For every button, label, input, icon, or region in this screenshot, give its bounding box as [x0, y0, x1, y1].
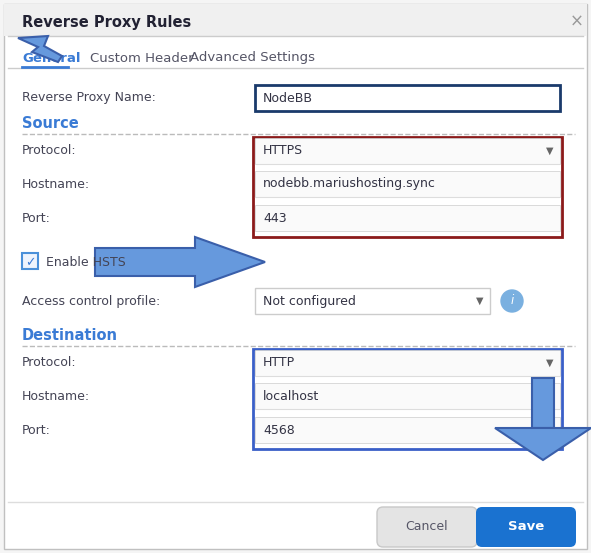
FancyBboxPatch shape [476, 507, 576, 547]
Text: HTTPS: HTTPS [263, 144, 303, 158]
FancyBboxPatch shape [4, 4, 587, 36]
Text: nodebb.mariushosting.sync: nodebb.mariushosting.sync [263, 178, 436, 190]
FancyBboxPatch shape [253, 137, 562, 237]
FancyBboxPatch shape [22, 253, 38, 269]
Text: Port:: Port: [22, 424, 51, 436]
Text: Reverse Proxy Rules: Reverse Proxy Rules [22, 14, 191, 29]
Text: Protocol:: Protocol: [22, 357, 77, 369]
Text: Access control profile:: Access control profile: [22, 295, 160, 307]
FancyBboxPatch shape [255, 288, 490, 314]
FancyBboxPatch shape [255, 171, 560, 197]
Polygon shape [95, 237, 265, 287]
Text: Port:: Port: [22, 211, 51, 225]
FancyBboxPatch shape [255, 85, 560, 111]
Text: Save: Save [508, 520, 544, 534]
Text: ×: × [570, 13, 584, 31]
Text: Destination: Destination [22, 327, 118, 342]
Polygon shape [18, 36, 62, 62]
Text: NodeBB: NodeBB [263, 91, 313, 105]
FancyBboxPatch shape [255, 383, 560, 409]
Text: Custom Header: Custom Header [90, 51, 194, 65]
Text: Source: Source [22, 116, 79, 131]
FancyBboxPatch shape [255, 205, 560, 231]
Text: Hostname:: Hostname: [22, 389, 90, 403]
Text: 443: 443 [263, 211, 287, 225]
FancyBboxPatch shape [377, 507, 477, 547]
Text: HTTP: HTTP [263, 357, 295, 369]
Text: Cancel: Cancel [405, 520, 449, 534]
Text: Not configured: Not configured [263, 295, 356, 307]
Text: ▼: ▼ [546, 146, 554, 156]
Text: localhost: localhost [263, 389, 319, 403]
Text: ✓: ✓ [25, 257, 35, 269]
Text: Enable HSTS: Enable HSTS [46, 257, 126, 269]
FancyBboxPatch shape [532, 378, 554, 428]
FancyBboxPatch shape [4, 4, 587, 549]
Polygon shape [495, 428, 591, 460]
Text: ▼: ▼ [476, 296, 484, 306]
Text: General: General [22, 51, 80, 65]
Text: 4568: 4568 [263, 424, 295, 436]
Text: Hostname:: Hostname: [22, 178, 90, 190]
Text: Advanced Settings: Advanced Settings [190, 51, 315, 65]
Text: Reverse Proxy Name:: Reverse Proxy Name: [22, 91, 156, 105]
Text: i: i [511, 295, 514, 307]
FancyBboxPatch shape [253, 349, 562, 449]
Circle shape [501, 290, 523, 312]
FancyBboxPatch shape [255, 350, 560, 376]
Text: Protocol:: Protocol: [22, 144, 77, 158]
Text: ▼: ▼ [546, 358, 554, 368]
FancyBboxPatch shape [255, 138, 560, 164]
FancyBboxPatch shape [255, 417, 560, 443]
